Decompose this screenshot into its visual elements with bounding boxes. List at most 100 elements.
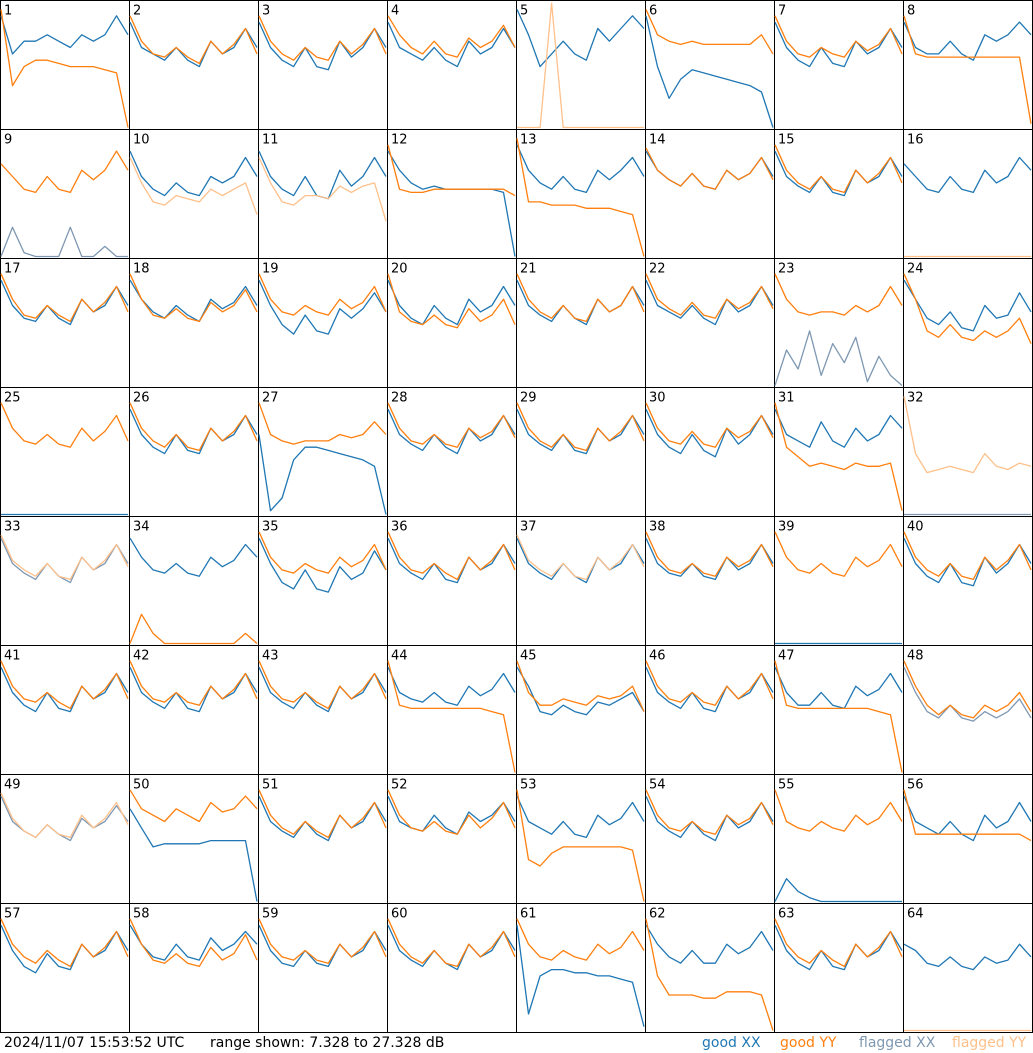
spectrum-line (0, 273, 129, 323)
spectrum-line (387, 537, 516, 584)
panel-title: 9 (4, 133, 12, 148)
panel-title: 42 (133, 649, 150, 664)
panel-title: 41 (4, 649, 21, 664)
spectrum-line (645, 9, 774, 55)
spectrum-line (645, 666, 774, 713)
spectrum-line (258, 273, 387, 316)
spectrum-line (645, 789, 774, 835)
spectrum-line (903, 396, 1032, 474)
spectrum-line (516, 925, 645, 1027)
spectrum-line (903, 15, 1032, 124)
spectrum-line (774, 150, 903, 197)
panel-title: 24 (907, 262, 924, 277)
spectrum-line (0, 666, 129, 713)
spectrum-line (387, 795, 516, 835)
panel-title: 1 (4, 4, 12, 19)
panel-frame (645, 129, 775, 259)
spectrum-line (258, 402, 387, 445)
spectrum-line (774, 144, 903, 194)
spectrum-line (0, 402, 129, 448)
spectrum-line (516, 537, 645, 584)
panel-title: 48 (907, 649, 924, 664)
panel-frame (387, 0, 517, 130)
spectrum-line (903, 789, 1032, 842)
panel-title: 39 (778, 520, 795, 535)
panel-frame (387, 129, 517, 259)
panel-frame (387, 774, 517, 904)
spectrum-line (129, 613, 258, 645)
spectrum-line (516, 144, 645, 194)
spectrum-line (387, 918, 516, 968)
spectrum-line (903, 795, 1032, 842)
panel-frame (258, 903, 388, 1033)
spectrum-line (516, 138, 645, 257)
spectrum-line (387, 531, 516, 581)
panel-frame (903, 387, 1033, 517)
panel-frame (516, 516, 646, 646)
panel-frame (516, 0, 646, 130)
spectrum-line (0, 924, 129, 974)
panel-frame (516, 903, 646, 1033)
spectrum-line (258, 795, 387, 842)
spectrum-line (645, 402, 774, 448)
panel-title: 33 (4, 520, 21, 535)
panel-title: 14 (649, 133, 666, 148)
spectrum-line (903, 537, 1032, 587)
panel-title: 59 (262, 907, 279, 922)
panel-title: 18 (133, 262, 150, 277)
panel-title: 34 (133, 520, 150, 535)
spectrum-line (129, 273, 258, 323)
panel-title: 12 (391, 133, 408, 148)
panel-title: 62 (649, 907, 666, 922)
panel-title: 64 (907, 907, 924, 922)
panel-frame (0, 387, 130, 517)
panel-frame (516, 258, 646, 388)
spectrum-line (774, 330, 903, 386)
legend-label: flagged XX (859, 1035, 936, 1051)
spectrum-line (0, 660, 129, 710)
spectrum-line (516, 795, 645, 839)
panel-title: 3 (262, 4, 270, 19)
spectrum-line (258, 15, 387, 61)
spectrum-line (129, 15, 258, 65)
spectrum-line (258, 918, 387, 964)
panel-title: 38 (649, 520, 666, 535)
panel-title: 45 (520, 649, 537, 664)
spectrum-line (774, 531, 903, 577)
spectrum-line (0, 537, 129, 584)
spectrum-line (517, 2, 644, 129)
spectrum-line (645, 531, 774, 577)
spectrum-line (0, 795, 129, 842)
panel-title: 55 (778, 778, 795, 793)
spectrum-line (387, 402, 516, 448)
spectrum-line (0, 792, 129, 839)
spectrum-line (0, 15, 129, 55)
panel-title: 32 (907, 391, 924, 406)
panel-frame (774, 258, 904, 388)
spectrum-line (258, 924, 387, 968)
panel-title: 46 (649, 649, 666, 664)
spectrum-line (387, 408, 516, 455)
spectrum-line (516, 534, 645, 581)
panel-frame (645, 387, 775, 517)
spectrum-line (516, 666, 645, 716)
spectrum-line (645, 279, 774, 326)
spectrum-line (258, 660, 387, 710)
panel-title: 6 (649, 4, 657, 19)
panel-title: 25 (4, 391, 21, 406)
spectrum-line (258, 21, 387, 71)
spectrum-line (129, 408, 258, 455)
panel-title: 2 (133, 4, 141, 19)
spectrum-line (516, 660, 645, 712)
panel-frame (774, 645, 904, 775)
panel-title: 26 (133, 391, 150, 406)
spectrum-line (516, 918, 645, 961)
panel-frame (516, 645, 646, 775)
panel-title: 28 (391, 391, 408, 406)
spectrum-line (0, 150, 129, 194)
spectrum-line (903, 666, 1032, 722)
panel-title: 29 (520, 391, 537, 406)
panel-frame (387, 645, 517, 775)
panel-frame (774, 516, 904, 646)
